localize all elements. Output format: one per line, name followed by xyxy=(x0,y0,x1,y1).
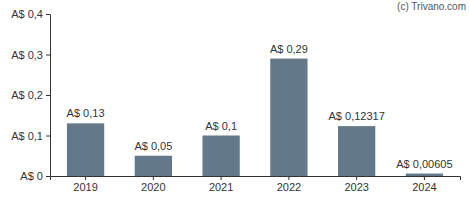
tick-mark xyxy=(46,14,50,15)
tick: A$ 0 xyxy=(20,170,50,182)
y-axis: A$ 0 A$ 0,1 A$ 0,2 A$ 0,3 A$ 0,4 xyxy=(11,8,50,182)
tick-label: A$ 0,2 xyxy=(11,89,43,101)
tick-mark xyxy=(46,176,50,177)
data-label: A$ 0,29 xyxy=(270,43,308,55)
tick-label: 2019 xyxy=(73,181,97,193)
data-label: A$ 0,00605 xyxy=(396,158,452,170)
tick-mark xyxy=(221,176,222,180)
tick-label: 2023 xyxy=(344,181,368,193)
bar xyxy=(338,126,375,176)
tick-label: A$ 0 xyxy=(20,170,43,182)
tick-label: 2024 xyxy=(412,181,436,193)
tick-mark xyxy=(288,176,289,180)
data-label: A$ 0,12317 xyxy=(329,110,385,122)
bars xyxy=(67,59,443,176)
bar xyxy=(406,174,443,176)
bar xyxy=(202,136,239,177)
tick: 2022 xyxy=(277,176,301,193)
chart: A$ 0 A$ 0,1 A$ 0,2 A$ 0,3 A$ 0,4 2019 2020 2021… xyxy=(0,0,470,200)
tick-mark xyxy=(424,176,425,180)
bar xyxy=(67,123,104,176)
x-axis: 2019 2020 2021 2022 2023 2024 xyxy=(51,176,461,193)
data-labels: A$ 0,13 A$ 0,05 A$ 0,1 A$ 0,29 A$ 0,12317 A$ … xyxy=(67,43,453,170)
tick: 2023 xyxy=(344,176,368,193)
tick-mark xyxy=(46,95,50,96)
tick: A$ 0,2 xyxy=(11,89,50,101)
tick-label: 2020 xyxy=(141,181,165,193)
tick-mark xyxy=(46,55,50,56)
axis-line xyxy=(51,177,461,181)
tick: 2021 xyxy=(209,176,233,193)
tick-mark xyxy=(46,136,50,137)
watermark: (c) Trivano.com xyxy=(397,1,466,12)
tick-mark xyxy=(153,176,154,180)
tick-label: A$ 0,4 xyxy=(11,8,43,20)
tick-mark xyxy=(356,176,357,180)
data-label: A$ 0,1 xyxy=(205,120,237,132)
tick: 2020 xyxy=(141,176,165,193)
data-label: A$ 0,13 xyxy=(67,107,105,119)
bar xyxy=(270,59,307,176)
tick: A$ 0,4 xyxy=(11,8,50,20)
tick: 2024 xyxy=(412,176,436,193)
tick-label: A$ 0,1 xyxy=(11,130,43,142)
tick: A$ 0,3 xyxy=(11,49,50,61)
tick-label: 2022 xyxy=(277,181,301,193)
tick: 2019 xyxy=(73,176,97,193)
tick-label: 2021 xyxy=(209,181,233,193)
tick: A$ 0,1 xyxy=(11,130,50,142)
bar xyxy=(135,156,172,176)
plot: A$ 0 A$ 0,1 A$ 0,2 A$ 0,3 A$ 0,4 2019 2020 2021… xyxy=(11,8,460,193)
axis-line xyxy=(46,15,51,177)
data-label: A$ 0,05 xyxy=(134,140,172,152)
tick-mark xyxy=(85,176,86,180)
tick-label: A$ 0,3 xyxy=(11,49,43,61)
